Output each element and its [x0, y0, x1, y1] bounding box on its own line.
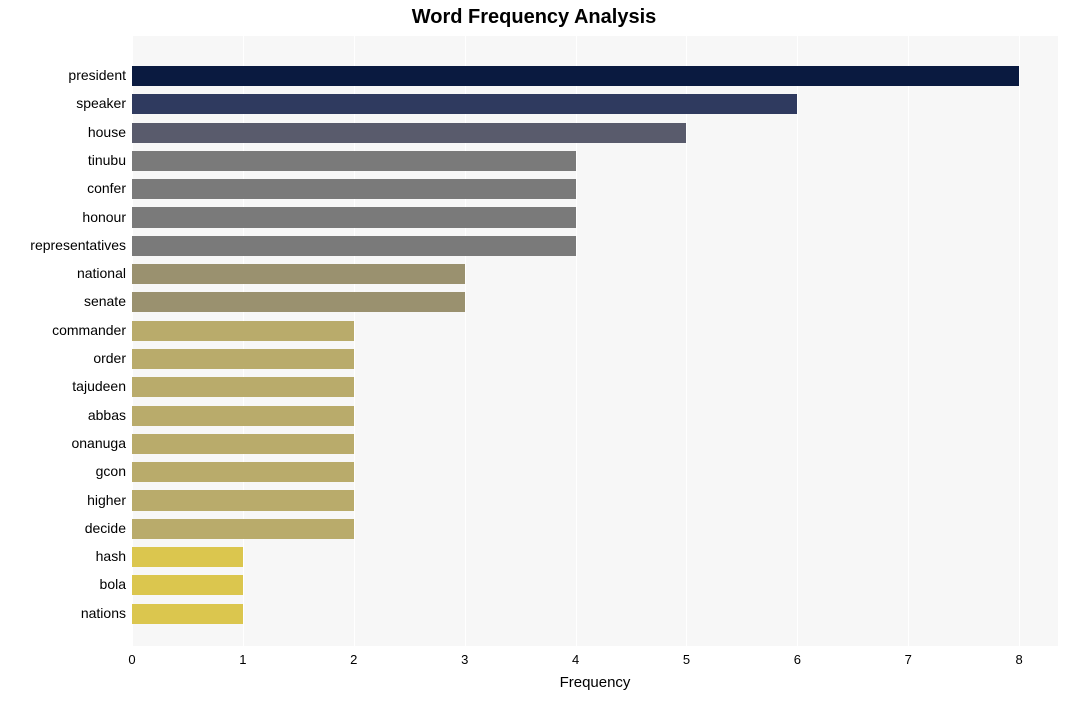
y-label: senate	[84, 293, 126, 309]
y-label: representatives	[30, 237, 126, 253]
y-label: tajudeen	[72, 378, 126, 394]
x-tick: 2	[350, 652, 357, 667]
bar	[132, 490, 354, 510]
plot-area	[132, 36, 1058, 646]
bar	[132, 207, 576, 227]
y-label: bola	[100, 576, 126, 592]
bar	[132, 604, 243, 624]
bar	[132, 462, 354, 482]
bar	[132, 519, 354, 539]
y-label: decide	[85, 520, 126, 536]
bar	[132, 321, 354, 341]
word-frequency-chart: Word Frequency Analysis Frequency 0 1 2 3 4 5…	[0, 0, 1068, 701]
y-label: commander	[52, 322, 126, 338]
bar	[132, 575, 243, 595]
x-tick: 0	[128, 652, 135, 667]
y-label: onanuga	[71, 435, 126, 451]
bar	[132, 123, 686, 143]
y-label: confer	[87, 180, 126, 196]
bar	[132, 179, 576, 199]
x-tick: 1	[239, 652, 246, 667]
y-label: gcon	[96, 463, 126, 479]
x-tick: 8	[1016, 652, 1023, 667]
y-label: house	[88, 124, 126, 140]
y-label: tinubu	[88, 152, 126, 168]
bar	[132, 434, 354, 454]
y-label: higher	[87, 492, 126, 508]
bar	[132, 292, 465, 312]
x-tick: 4	[572, 652, 579, 667]
x-tick: 6	[794, 652, 801, 667]
bar	[132, 406, 354, 426]
y-label: hash	[96, 548, 126, 564]
bar	[132, 264, 465, 284]
bar	[132, 236, 576, 256]
bar	[132, 349, 354, 369]
grid-line	[797, 36, 798, 646]
x-tick: 5	[683, 652, 690, 667]
grid-line	[908, 36, 909, 646]
y-label: nations	[81, 605, 126, 621]
grid-line	[686, 36, 687, 646]
bar	[132, 66, 1019, 86]
y-label: honour	[82, 209, 126, 225]
x-tick: 3	[461, 652, 468, 667]
bar	[132, 151, 576, 171]
bar	[132, 547, 243, 567]
x-tick: 7	[905, 652, 912, 667]
bar	[132, 94, 797, 114]
y-label: abbas	[88, 407, 126, 423]
y-label: national	[77, 265, 126, 281]
x-axis-label: Frequency	[132, 674, 1058, 691]
bar	[132, 377, 354, 397]
y-label: order	[93, 350, 126, 366]
chart-title: Word Frequency Analysis	[0, 6, 1068, 29]
y-label: speaker	[76, 95, 126, 111]
y-label: president	[68, 67, 126, 83]
grid-line	[1019, 36, 1020, 646]
